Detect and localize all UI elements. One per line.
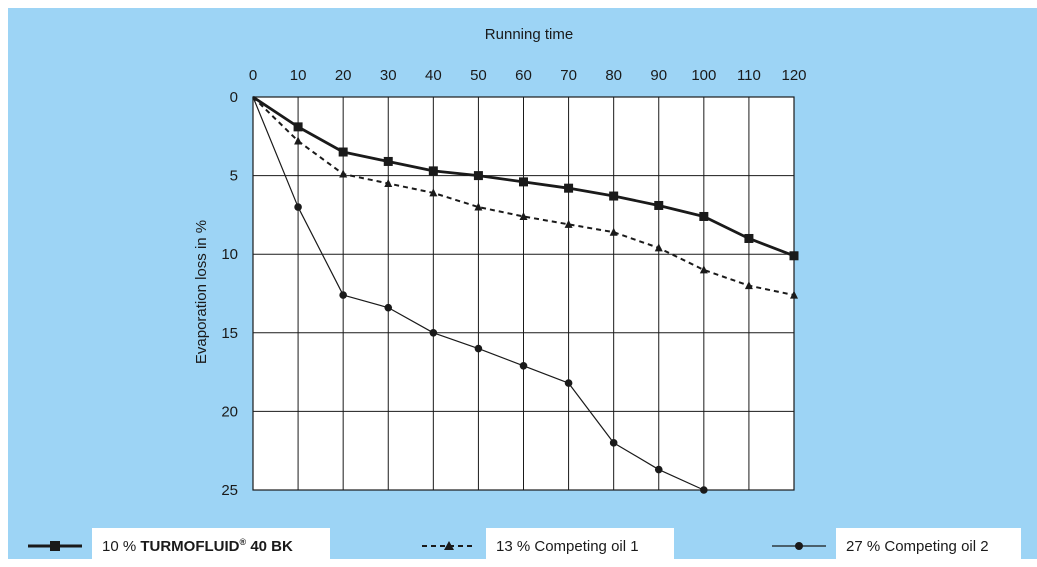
legend-s1-suffix: 40 BK: [246, 538, 293, 555]
triangle-data-point: [294, 136, 303, 145]
square-data-point: [293, 122, 303, 132]
legend-s1-brand: TURMOFLUID® 40 BK: [140, 537, 292, 555]
x-tick-label: 80: [605, 67, 622, 84]
x-tick-label: 120: [781, 67, 806, 84]
triangle-data-point: [699, 265, 708, 274]
legend-label-turmofluid: 10 % TURMOFLUID® 40 BK: [92, 528, 330, 564]
x-tick-label: 70: [560, 67, 577, 84]
tick-layer: 0 10 20 30 40 50 60 70 80 90 100 110 120 0 5 10 15 20 25: [221, 67, 806, 499]
y-tick-label: 20: [221, 403, 238, 420]
square-data-point: [519, 177, 528, 187]
triangle-data-point: [609, 227, 618, 236]
legend-circle-marker-icon: [772, 542, 826, 550]
x-axis-title: Running time: [485, 26, 573, 43]
x-tick-label: 0: [249, 67, 257, 84]
series-2: [252, 96, 798, 299]
square-data-point: [654, 200, 664, 210]
legend-square-marker-icon: [28, 541, 82, 551]
y-tick-label: 10: [221, 246, 238, 263]
circle-data-point: [609, 439, 618, 447]
circle-data-point: [294, 203, 302, 211]
circle-data-point: [564, 379, 573, 387]
legend-s1-prefix: 10 %: [102, 537, 141, 555]
x-tick-label: 90: [650, 67, 667, 84]
circle-data-point: [474, 344, 483, 353]
square-data-point: [789, 251, 799, 261]
square-data-point: [383, 156, 393, 166]
circle-data-point: [384, 303, 393, 312]
legend-item-competing-oil-2: 27 % Competing oil 2: [770, 528, 1021, 564]
circle-data-point: [700, 486, 708, 494]
triangle-data-point: [744, 281, 753, 290]
square-data-point: [473, 171, 483, 181]
square-data-point: [744, 233, 754, 243]
x-tick-label: 20: [335, 67, 352, 84]
x-tick-label: 50: [470, 67, 487, 84]
triangle-data-point: [339, 169, 348, 178]
legend-item-turmofluid: 10 % TURMOFLUID® 40 BK: [26, 528, 330, 564]
circle-data-point: [339, 291, 347, 299]
x-tick-label: 10: [290, 67, 307, 84]
triangle-data-point: [429, 188, 438, 197]
square-data-point: [428, 166, 438, 176]
triangle-data-point: [790, 290, 798, 299]
evaporation-loss-chart: Running time Evaporation loss in % 0 10 20…: [193, 26, 807, 499]
series-1: [252, 95, 799, 261]
circle-data-point: [429, 329, 438, 337]
x-tick-label: 110: [737, 67, 761, 84]
chart-frame: Running time Evaporation loss in % 0 10 20…: [8, 8, 1037, 564]
y-tick-label: 15: [221, 325, 238, 342]
y-axis-title: Evaporation loss in %: [193, 220, 210, 364]
square-data-point: [564, 183, 574, 193]
triangle-data-point: [519, 211, 528, 220]
legend-label-competing-oil-2: 27 % Competing oil 2: [836, 528, 1021, 564]
circle-data-point: [519, 362, 528, 370]
triangle-data-point: [654, 243, 663, 252]
square-data-point: [338, 147, 348, 157]
x-tick-label: 30: [380, 67, 397, 84]
legend-triangle-marker-icon: [422, 541, 476, 550]
triangle-data-point: [564, 219, 573, 228]
grid-layer: [252, 96, 795, 491]
triangle-data-point: [384, 178, 393, 187]
square-data-point: [699, 211, 709, 221]
legend-s1-brand-text: TURMOFLUID: [140, 538, 240, 555]
square-data-point: [609, 191, 619, 201]
x-tick-label: 100: [691, 67, 716, 84]
legend-label-competing-oil-1: 13 % Competing oil 1: [486, 528, 674, 564]
y-tick-label: 25: [221, 482, 238, 499]
legend-s1-registered-mark: ®: [239, 537, 247, 547]
y-tick-label: 0: [230, 89, 238, 106]
series-layer: [252, 95, 799, 494]
series-3: [252, 96, 708, 494]
triangle-data-point: [474, 202, 483, 211]
circle-data-point: [654, 465, 663, 474]
x-tick-label: 60: [515, 67, 532, 84]
x-tick-label: 40: [425, 67, 442, 84]
y-tick-label: 5: [230, 168, 238, 185]
legend-item-competing-oil-1: 13 % Competing oil 1: [420, 528, 674, 564]
